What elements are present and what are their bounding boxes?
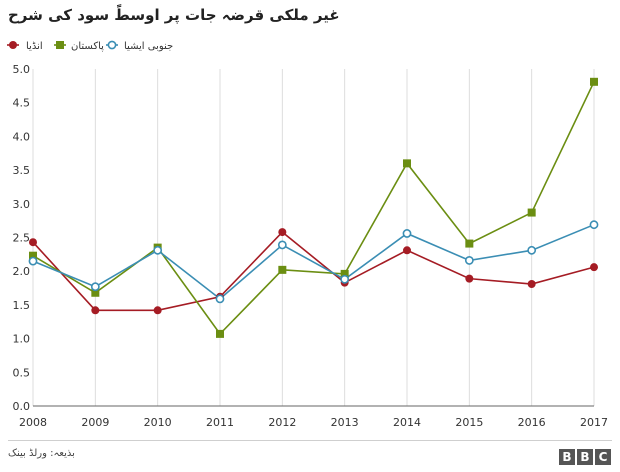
data-point-india [91, 306, 100, 315]
data-point-south_asia [215, 294, 225, 304]
legend: انڈیا پاکستان جنوبی ایشیا [7, 40, 173, 52]
data-point-pakistan [403, 159, 411, 168]
data-point-india [465, 274, 474, 283]
data-point-pakistan [278, 265, 287, 274]
legend-marker-india [9, 41, 17, 49]
bbc-logo: B B C [559, 449, 611, 465]
data-point-pakistan [340, 269, 349, 278]
legend-label-pakistan: پاکستان [71, 41, 104, 52]
data-point-pakistan [216, 329, 224, 338]
footer-divider [8, 440, 612, 441]
legend-label-south_asia: جنوبی ایشیا [124, 41, 173, 52]
data-point-south_asia [153, 245, 163, 255]
x-tick-label: 2012 [268, 416, 296, 429]
x-axis: 2008 2009 2010 2011 2012 2013 2014 2015 2016 2017 [19, 416, 608, 429]
series-line-india [32, 231, 595, 312]
y-tick-label: 3.0 [13, 198, 31, 211]
data-point-pakistan [465, 239, 474, 248]
y-tick-label: 0.5 [13, 366, 31, 379]
data-point-pakistan [91, 288, 100, 297]
logo-letter: B [577, 449, 593, 465]
x-tick-label: 2013 [331, 416, 359, 429]
y-tick-label: 4.5 [13, 97, 31, 110]
data-point-south_asia [90, 282, 100, 292]
data-point-south_asia [340, 274, 350, 284]
x-tick-label: 2008 [19, 416, 47, 429]
x-tick-label: 2010 [144, 416, 172, 429]
x-tick-label: 2017 [580, 416, 608, 429]
data-point-south_asia [402, 229, 412, 238]
grid [32, 69, 595, 406]
y-tick-label: 0.0 [13, 400, 31, 413]
x-tick-label: 2011 [206, 416, 234, 429]
data-point-india [153, 306, 162, 315]
legend-marker-south_asia [107, 40, 117, 50]
source-note: بذیعہ: ورلڈ بینک [8, 448, 75, 459]
y-tick-label: 2.0 [13, 265, 31, 278]
data-point-south_asia [277, 240, 287, 250]
series-markers [28, 77, 599, 338]
data-point-india [590, 263, 598, 272]
series-line-south_asia [32, 223, 595, 300]
logo-letter: B [559, 449, 575, 465]
y-tick-label: 1.0 [13, 333, 31, 346]
x-tick-label: 2009 [81, 416, 109, 429]
y-tick-label: 2.5 [13, 232, 31, 245]
series-lines [32, 81, 595, 336]
data-point-south_asia [527, 245, 537, 255]
x-tick-label: 2015 [455, 416, 483, 429]
data-point-south_asia [589, 220, 599, 230]
data-point-india [29, 238, 37, 247]
line-chart: انڈیا پاکستان جنوبی ایشیا 0.0 0.5 1.0 1.5 2.0 2… [7, 40, 608, 429]
chart-title: غیر ملکی قرضہ جات پر اوسطً سود کی شرح [8, 6, 340, 24]
data-point-india [403, 246, 411, 255]
x-tick-label: 2014 [393, 416, 421, 429]
y-tick-label: 5.0 [13, 63, 31, 76]
data-point-south_asia [464, 256, 474, 265]
y-tick-label: 1.5 [13, 299, 31, 312]
data-point-india [278, 228, 287, 237]
y-tick-label: 3.5 [13, 164, 31, 177]
data-point-south_asia [28, 256, 38, 266]
series-line-pakistan [32, 81, 595, 336]
y-axis: 0.0 0.5 1.0 1.5 2.0 2.5 3.0 3.5 4.0 4.5 5.0 [13, 63, 594, 413]
legend-label-india: انڈیا [26, 41, 43, 52]
x-tick-label: 2016 [518, 416, 546, 429]
legend-marker-pakistan [56, 41, 64, 49]
data-point-pakistan [590, 77, 598, 86]
data-point-pakistan [527, 208, 536, 217]
logo-letter: C [595, 449, 611, 465]
data-point-pakistan [29, 251, 37, 260]
y-tick-label: 4.0 [13, 130, 31, 143]
data-point-india [527, 280, 536, 289]
